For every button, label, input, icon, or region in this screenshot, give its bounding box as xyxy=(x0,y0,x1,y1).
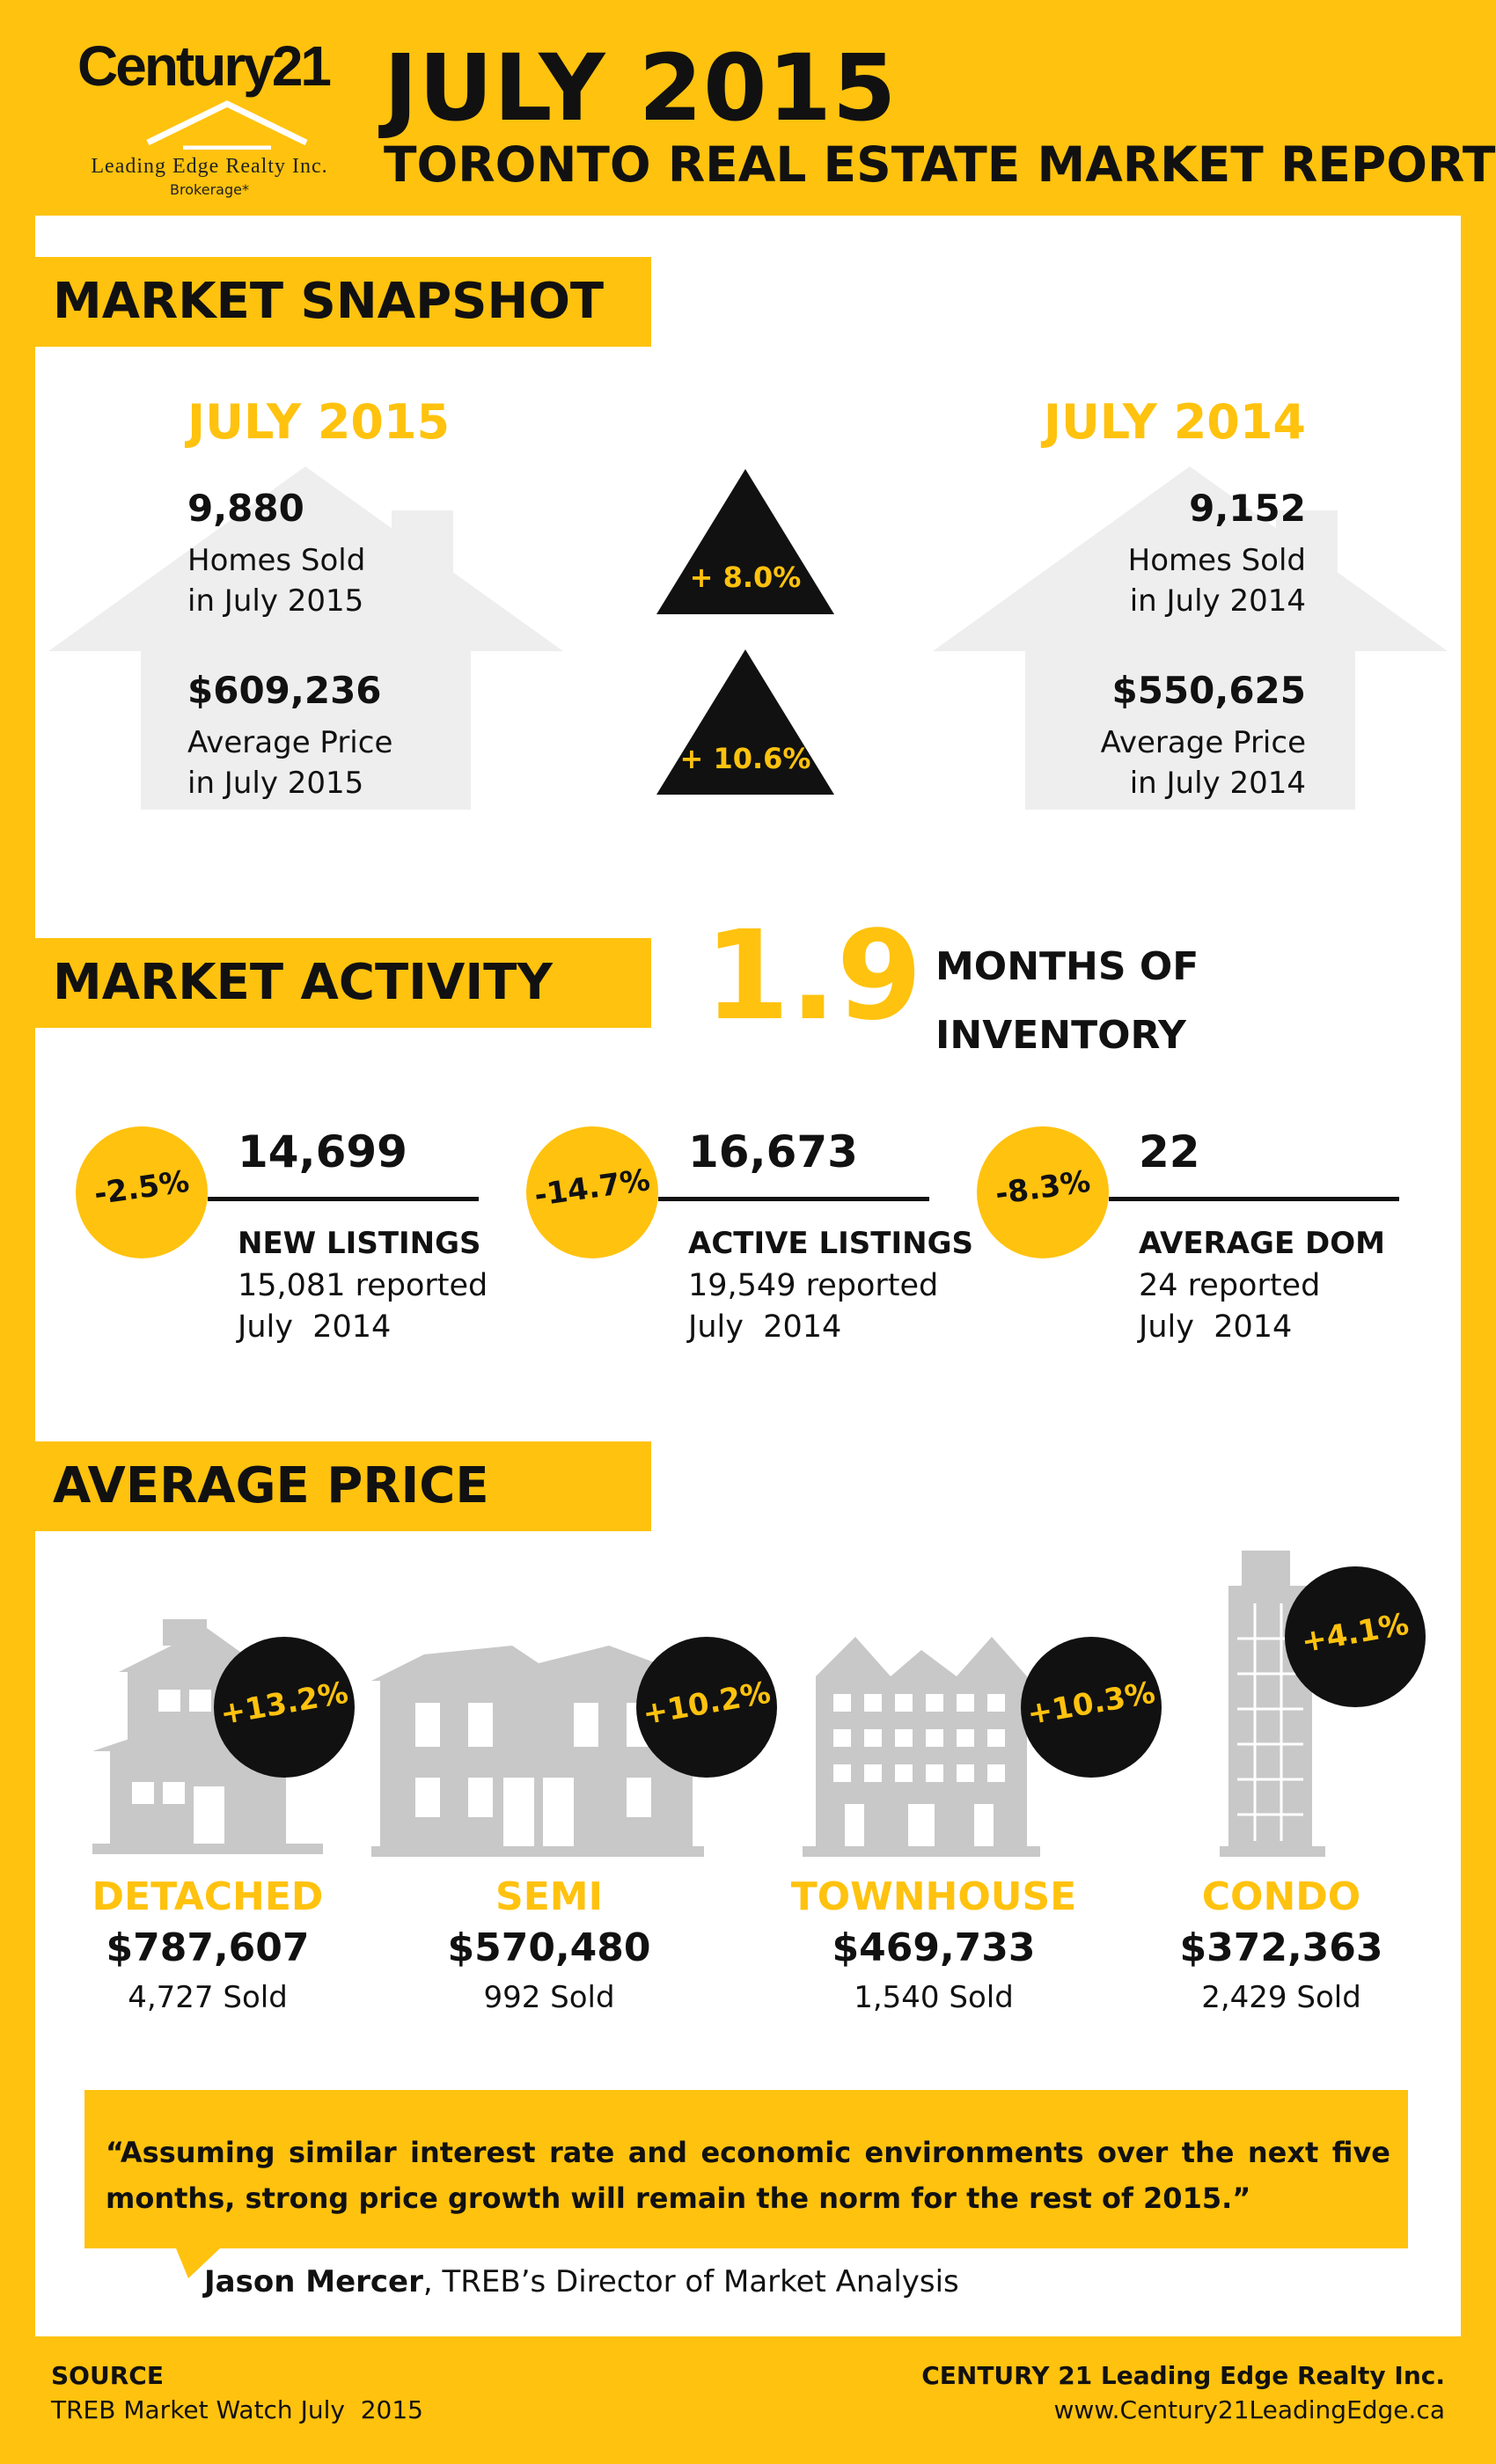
homes-sold-period: in July 2015 xyxy=(187,583,364,619)
detached-price: $787,607 xyxy=(106,1925,310,1970)
detached-label: DETACHED xyxy=(92,1874,324,1919)
change-homes-sold: + 8.0% xyxy=(689,561,802,594)
quote-text: “Assuming similar interest rate and econ… xyxy=(106,2136,1390,2215)
change-value: -14.7% xyxy=(532,1162,653,1214)
change-value: +13.2% xyxy=(217,1675,351,1733)
quote-author-role: , TREB’s Director of Market Analysis xyxy=(422,2264,959,2299)
avg-price-2015: $609,236 xyxy=(187,669,382,712)
source-text: TREB Market Watch July 2015 xyxy=(51,2395,423,2424)
change-value: +4.1% xyxy=(1299,1606,1412,1661)
new-listings-period: July 2014 xyxy=(238,1309,392,1345)
avg-price-label: Average Price xyxy=(1100,725,1306,760)
semi-label: SEMI xyxy=(495,1874,603,1919)
logo-brokerage: Brokerage* xyxy=(170,181,249,198)
change-badge: -14.7% xyxy=(526,1126,658,1258)
report-title: JULY 2015 xyxy=(384,34,898,142)
avg-price-label: Average Price xyxy=(187,725,393,760)
section-market-activity: MARKET ACTIVITY xyxy=(35,938,651,1028)
active-listings-reported: 19,549 reported xyxy=(688,1268,939,1303)
semi-price: $570,480 xyxy=(447,1925,651,1970)
avg-price-period: in July 2015 xyxy=(187,766,364,801)
logo-company: Leading Edge Realty Inc. xyxy=(91,155,328,178)
quote-author-name: Jason Mercer xyxy=(204,2264,423,2299)
change-badge: +10.3% xyxy=(1021,1637,1162,1778)
townhouse-price: $469,733 xyxy=(832,1925,1036,1970)
house-silhouette-icon xyxy=(48,466,563,810)
divider xyxy=(1109,1197,1399,1201)
condo-price: $372,363 xyxy=(1179,1925,1383,1970)
homes-sold-2014: 9,152 xyxy=(1189,487,1306,530)
months-of-inventory-value: 1.9 xyxy=(704,905,923,1048)
snapshot-heading-2014: JULY 2014 xyxy=(1043,394,1306,450)
logo-wordmark: Century21 xyxy=(77,34,332,98)
inventory-label-line2: INVENTORY xyxy=(935,1013,1186,1058)
section-average-price: AVERAGE PRICE xyxy=(35,1441,651,1531)
townhouse-icon xyxy=(803,1637,1040,1857)
average-dom-reported: 24 reported xyxy=(1139,1268,1321,1303)
section-title: AVERAGE PRICE xyxy=(53,1457,489,1514)
report-subtitle: TORONTO REAL ESTATE MARKET REPORT xyxy=(384,136,1496,193)
new-listings-value: 14,699 xyxy=(238,1126,407,1177)
active-listings-value: 16,673 xyxy=(688,1126,858,1177)
section-market-snapshot: MARKET SNAPSHOT xyxy=(35,257,651,347)
divider xyxy=(208,1197,479,1201)
months-of-inventory-label: MONTHS OF INVENTORY xyxy=(935,933,1199,1070)
condo-sold: 2,429 Sold xyxy=(1201,1980,1361,2015)
avg-price-period: in July 2014 xyxy=(1129,766,1306,801)
change-value: +10.3% xyxy=(1024,1675,1158,1733)
change-avg-price: + 10.6% xyxy=(679,742,811,775)
century21-logo: Century21 Leading Edge Realty Inc. Broke… xyxy=(51,25,333,201)
up-triangle-icon xyxy=(656,469,834,614)
townhouse-sold: 1,540 Sold xyxy=(854,1980,1014,2015)
change-value: -8.3% xyxy=(993,1163,1093,1213)
section-title: MARKET SNAPSHOT xyxy=(53,273,605,330)
new-listings-reported: 15,081 reported xyxy=(238,1268,488,1303)
speech-tail-icon xyxy=(176,2248,220,2278)
condo-label: CONDO xyxy=(1201,1874,1361,1919)
change-badge: +10.2% xyxy=(636,1637,777,1778)
avg-price-2014: $550,625 xyxy=(1111,669,1306,712)
change-value: -2.5% xyxy=(92,1163,192,1213)
change-badge: +13.2% xyxy=(214,1637,355,1778)
footer-company: CENTURY 21 Leading Edge Realty Inc. xyxy=(921,2361,1445,2390)
homes-sold-label: Homes Sold xyxy=(187,543,366,578)
snapshot-heading-2015: JULY 2015 xyxy=(187,394,451,450)
average-dom-value: 22 xyxy=(1139,1126,1200,1177)
divider xyxy=(658,1197,929,1201)
inventory-label-line1: MONTHS OF xyxy=(935,944,1199,989)
semi-sold: 992 Sold xyxy=(483,1980,615,2015)
active-listings-title: ACTIVE LISTINGS xyxy=(688,1226,973,1261)
detached-sold: 4,727 Sold xyxy=(128,1980,288,2015)
active-listings-period: July 2014 xyxy=(688,1309,842,1345)
house-silhouette-icon xyxy=(933,466,1448,810)
change-badge: +4.1% xyxy=(1285,1566,1426,1707)
change-value: +10.2% xyxy=(640,1675,774,1733)
up-triangle-icon xyxy=(656,649,834,795)
change-badge: -2.5% xyxy=(76,1126,208,1258)
homes-sold-2015: 9,880 xyxy=(187,487,304,530)
average-dom-period: July 2014 xyxy=(1139,1309,1293,1345)
townhouse-label: TOWNHOUSE xyxy=(790,1874,1077,1919)
house-roof-icon xyxy=(146,100,308,150)
footer-website-link[interactable]: www.Century21LeadingEdge.ca xyxy=(1053,2395,1445,2424)
average-dom-title: AVERAGE DOM xyxy=(1139,1226,1385,1261)
quote-author: Jason Mercer, TREB’s Director of Market … xyxy=(204,2264,959,2299)
quote-box xyxy=(84,2090,1408,2248)
change-badge: -8.3% xyxy=(977,1126,1109,1258)
source-heading: SOURCE xyxy=(51,2361,164,2390)
homes-sold-period: in July 2014 xyxy=(1129,583,1306,619)
new-listings-title: NEW LISTINGS xyxy=(238,1226,481,1261)
homes-sold-label: Homes Sold xyxy=(1127,543,1306,578)
section-title: MARKET ACTIVITY xyxy=(53,954,553,1011)
